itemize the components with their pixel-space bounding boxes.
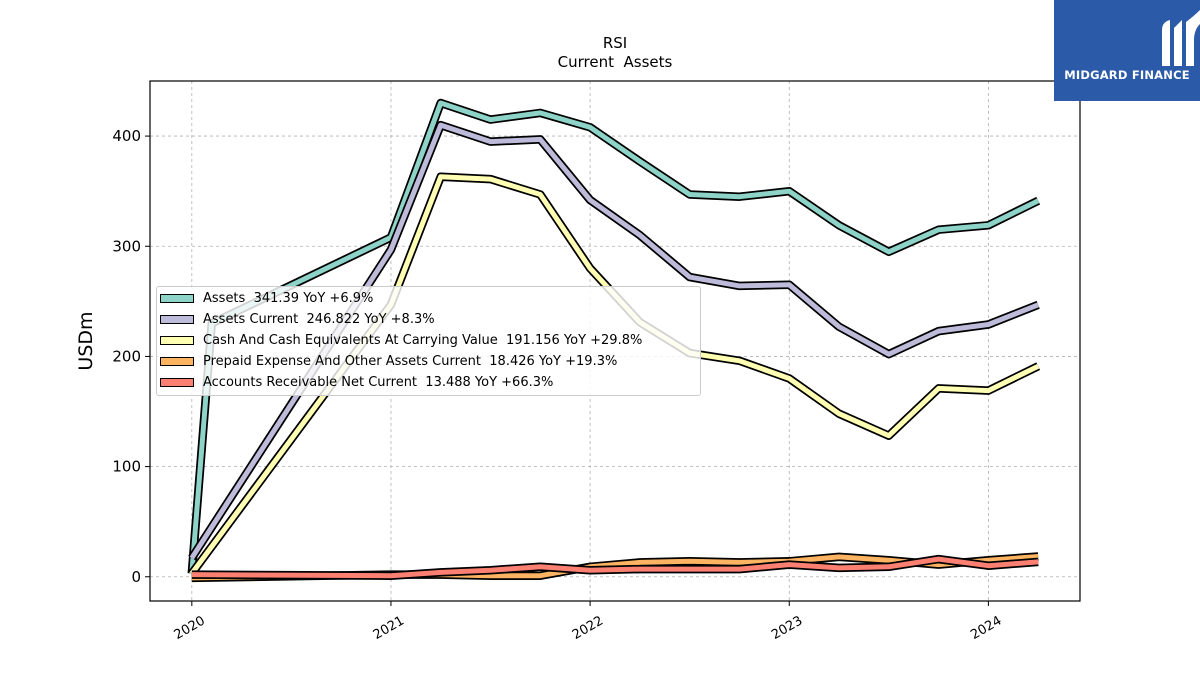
legend-item: Assets Current 246.822 YoY +8.3%: [160, 310, 435, 328]
y-tick-label: 400: [112, 127, 141, 145]
legend: Assets 341.39 YoY +6.9% Assets Current 24…: [156, 286, 701, 396]
chart-subtitle: Current Assets: [558, 53, 673, 71]
x-tick-label: 2024: [968, 613, 1004, 643]
x-tick-label: 2021: [371, 613, 407, 643]
y-axis-label: USDm: [75, 311, 97, 370]
legend-item: Cash And Cash Equivalents At Carrying Va…: [160, 331, 642, 349]
legend-swatch: [160, 314, 194, 324]
grid: [150, 81, 1080, 601]
x-tick-label: 2023: [769, 613, 805, 643]
y-tick-label: 200: [112, 347, 141, 365]
logo-mark-icon: [1162, 10, 1200, 66]
legend-swatch: [160, 377, 194, 387]
y-tick-label: 300: [112, 237, 141, 255]
series-line: [191, 556, 1039, 579]
plot-frame: [149, 80, 1081, 602]
legend-label: Assets 341.39 YoY +6.9%: [203, 290, 374, 306]
y-tick-label: 0: [131, 568, 141, 586]
legend-swatch: [160, 293, 194, 303]
legend-item: Accounts Receivable Net Current 13.488 Y…: [160, 373, 553, 391]
logo: MIDGARD FINANCE: [1054, 0, 1200, 101]
legend-swatch: [160, 356, 194, 366]
y-tick-label: 100: [112, 458, 141, 476]
chart-title: RSI: [603, 34, 627, 52]
legend-swatch: [160, 335, 194, 345]
x-tick-label: 2022: [570, 613, 606, 643]
x-tick-label: 2020: [172, 613, 208, 643]
series-line: [189, 100, 1040, 574]
series-line: [189, 122, 1040, 560]
legend-item: Prepaid Expense And Other Assets Current…: [160, 352, 617, 370]
logo-text: MIDGARD FINANCE: [1064, 68, 1190, 82]
legend-label: Accounts Receivable Net Current 13.488 Y…: [203, 374, 554, 390]
legend-label: Prepaid Expense And Other Assets Current…: [203, 353, 618, 369]
legend-item: Assets 341.39 YoY +6.9%: [160, 289, 373, 307]
legend-label: Cash And Cash Equivalents At Carrying Va…: [203, 332, 643, 348]
legend-label: Assets Current 246.822 YoY +8.3%: [203, 311, 435, 327]
